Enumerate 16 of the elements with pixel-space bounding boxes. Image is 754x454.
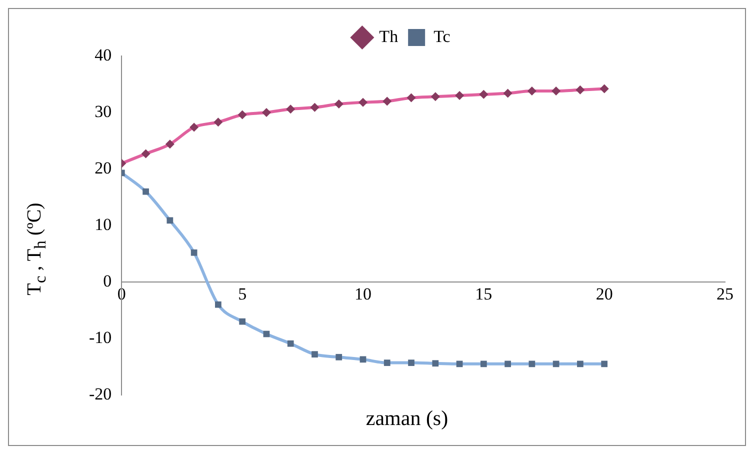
y-tick-label: -10 (88, 328, 112, 347)
y-tick-label: 20 (94, 158, 112, 178)
y-tick-label: 40 (94, 45, 112, 64)
x-tick-label: 0 (117, 284, 126, 304)
x-tick-label: 15 (475, 284, 492, 304)
x-tick-label: 20 (596, 284, 613, 304)
y-tick-label: 30 (94, 102, 112, 121)
y-tick-label: -20 (88, 384, 112, 404)
x-axis-title: zaman (s) (364, 406, 450, 431)
legend-label: Th (379, 26, 399, 46)
x-tick-label: 25 (716, 284, 734, 304)
y-tick-label: 0 (103, 271, 112, 290)
legend-label: Tc (434, 26, 451, 46)
x-tick-label: 10 (354, 284, 372, 304)
x-tick-label: 5 (238, 284, 247, 304)
y-tick-label: 10 (94, 214, 112, 234)
